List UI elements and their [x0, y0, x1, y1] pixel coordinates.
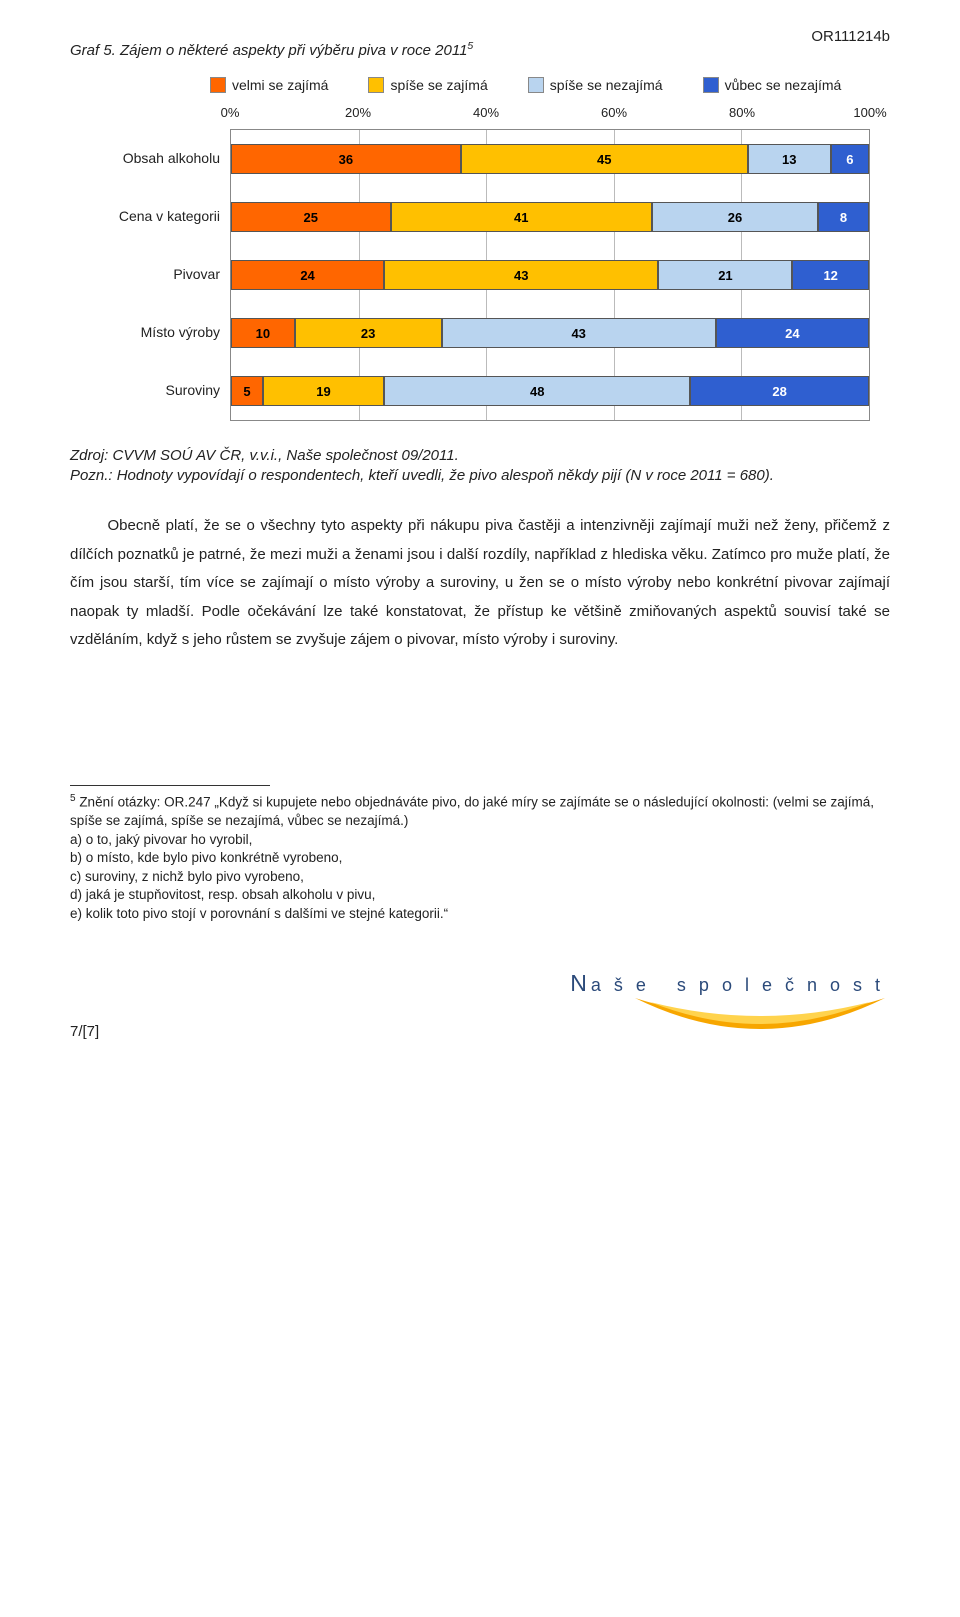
figure-title-sup: 5	[467, 40, 473, 52]
logo: Na š e s p o l e č n o s t	[630, 970, 890, 1040]
x-tick-label: 80%	[729, 105, 755, 120]
bar-segment: 12	[792, 260, 869, 290]
body-paragraph: Obecně platí, že se o všechny tyto aspek…	[70, 512, 890, 655]
legend-item: velmi se zajímá	[210, 77, 328, 93]
bar-segment: 6	[831, 144, 869, 174]
legend-item: spíše se zajímá	[368, 77, 487, 93]
source-line: Zdroj: CVVM SOÚ AV ČR, v.v.i., Naše spol…	[70, 447, 890, 464]
bar-segment: 41	[391, 202, 653, 232]
bar-segment: 13	[748, 144, 831, 174]
bar-row: 2541268	[231, 202, 869, 232]
footnote-lead: Znění otázky: OR.247 „Když si kupujete n…	[70, 794, 874, 828]
category-label: Suroviny	[90, 382, 220, 398]
bar-segment: 5	[231, 376, 263, 406]
legend-label: velmi se zajímá	[232, 77, 328, 93]
category-label: Pivovar	[90, 266, 220, 282]
bar-row: 3645136	[231, 144, 869, 174]
x-tick-label: 20%	[345, 105, 371, 120]
x-tick-label: 60%	[601, 105, 627, 120]
x-tick-label: 40%	[473, 105, 499, 120]
bar-row: 10234324	[231, 318, 869, 348]
chart-legend: velmi se zajímá spíše se zajímá spíše se n…	[210, 77, 870, 93]
footnote-separator	[70, 785, 270, 786]
note-line: Pozn.: Hodnoty vypovídají o respondentec…	[70, 466, 890, 486]
legend-swatch-icon	[368, 77, 384, 93]
bar-segment: 28	[690, 376, 869, 406]
bar-segment: 19	[263, 376, 384, 406]
chart-plot-area: 3645136254126824432112102343245194828	[230, 129, 870, 421]
footnote-a: a) o to, jaký pivovar ho vyrobil,	[70, 832, 252, 847]
bar-segment: 8	[818, 202, 869, 232]
footnote-c: c) suroviny, z nichž bylo pivo vyrobeno,	[70, 869, 304, 884]
footnote: 5 Znění otázky: OR.247 „Když si kupujete…	[70, 792, 890, 924]
legend-label: spíše se nezajímá	[550, 77, 663, 93]
bar-segment: 45	[461, 144, 748, 174]
page: OR111214b Graf 5. Zájem o některé aspekt…	[0, 0, 960, 1070]
legend-label: spíše se zajímá	[390, 77, 487, 93]
bar-segment: 24	[231, 260, 384, 290]
bar-row: 5194828	[231, 376, 869, 406]
legend-swatch-icon	[703, 77, 719, 93]
legend-swatch-icon	[528, 77, 544, 93]
x-tick-label: 0%	[221, 105, 240, 120]
legend-item: spíše se nezajímá	[528, 77, 663, 93]
bar-segment: 43	[442, 318, 716, 348]
chart-y-labels: Obsah alkoholu Cena v kategorii Pivovar Mís…	[90, 129, 230, 419]
category-label: Místo výroby	[90, 324, 220, 340]
bar-segment: 24	[716, 318, 869, 348]
logo-arc-icon	[630, 990, 890, 1040]
bar-segment: 26	[652, 202, 818, 232]
footnote-b: b) o místo, kde bylo pivo konkrétně vyro…	[70, 850, 342, 865]
bar-segment: 23	[295, 318, 442, 348]
chart: velmi se zajímá spíše se zajímá spíše se n…	[90, 77, 870, 421]
doc-id: OR111214b	[811, 28, 890, 45]
footnote-d: d) jaká je stupňovitost, resp. obsah alk…	[70, 887, 375, 902]
bar-segment: 10	[231, 318, 295, 348]
bar-segment: 25	[231, 202, 391, 232]
legend-item: vůbec se nezajímá	[703, 77, 842, 93]
category-label: Cena v kategorii	[90, 208, 220, 224]
bar-segment: 43	[384, 260, 658, 290]
footnote-e: e) kolik toto pivo stojí v porovnání s d…	[70, 906, 448, 921]
chart-x-axis: 0%20%40%60%80%100%	[230, 105, 870, 123]
bar-segment: 21	[658, 260, 792, 290]
bar-row: 24432112	[231, 260, 869, 290]
figure-title-text: Graf 5. Zájem o některé aspekty při výbě…	[70, 42, 467, 59]
page-number: 7/[7]	[70, 1023, 99, 1040]
legend-label: vůbec se nezajímá	[725, 77, 842, 93]
footer: 7/[7] Na š e s p o l e č n o s t	[70, 970, 890, 1040]
legend-swatch-icon	[210, 77, 226, 93]
figure-title: Graf 5. Zájem o některé aspekty při výbě…	[70, 40, 890, 59]
bar-segment: 48	[384, 376, 690, 406]
x-tick-label: 100%	[853, 105, 886, 120]
category-label: Obsah alkoholu	[90, 150, 220, 166]
bar-segment: 36	[231, 144, 461, 174]
